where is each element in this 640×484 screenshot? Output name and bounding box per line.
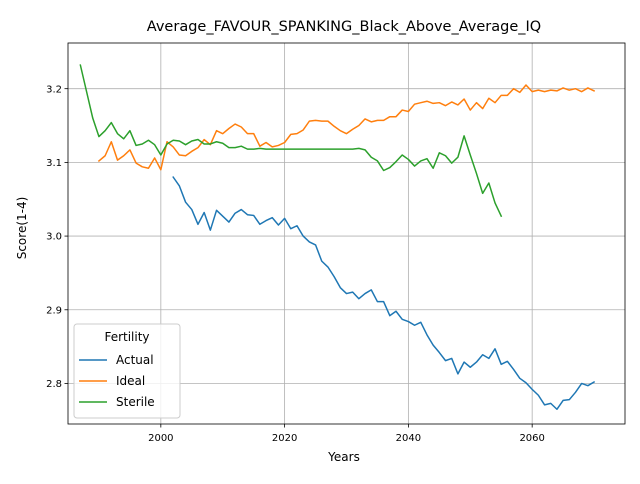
y-tick-label: 3.1 [46,158,62,169]
chart-title: Average_FAVOUR_SPANKING_Black_Above_Aver… [147,19,541,35]
x-tick-label: 2000 [148,433,173,444]
legend-label-sterile: Sterile [116,395,155,409]
y-tick-label: 3.2 [46,84,62,95]
x-tick-label: 2060 [519,433,544,444]
axis-ticks: 2000 2020 2040 2060 2.8 2.9 3.0 3.1 3.2 [46,84,545,444]
y-tick-label: 2.8 [46,379,62,390]
legend-label-ideal: Ideal [116,374,145,388]
x-tick-label: 2020 [272,433,297,444]
grid-lines [68,43,625,424]
y-tick-label: 3.0 [46,232,62,243]
legend-box [73,323,181,419]
series-line-ideal [97,84,596,171]
series-line-actual [172,176,596,411]
x-axis-label: Years [327,450,360,464]
series-line-sterile [79,64,503,218]
y-tick-label: 2.9 [46,305,62,316]
legend: Fertility Actual Ideal Sterile [73,323,181,419]
legend-label-actual: Actual [116,353,154,367]
plot-area-frame [67,42,626,425]
series-lines [79,64,596,411]
legend-title: Fertility [104,330,149,344]
x-tick-label: 2040 [396,433,421,444]
legend-entries: Actual Ideal Sterile [79,353,155,409]
y-axis-label: Score(1-4) [15,197,29,260]
